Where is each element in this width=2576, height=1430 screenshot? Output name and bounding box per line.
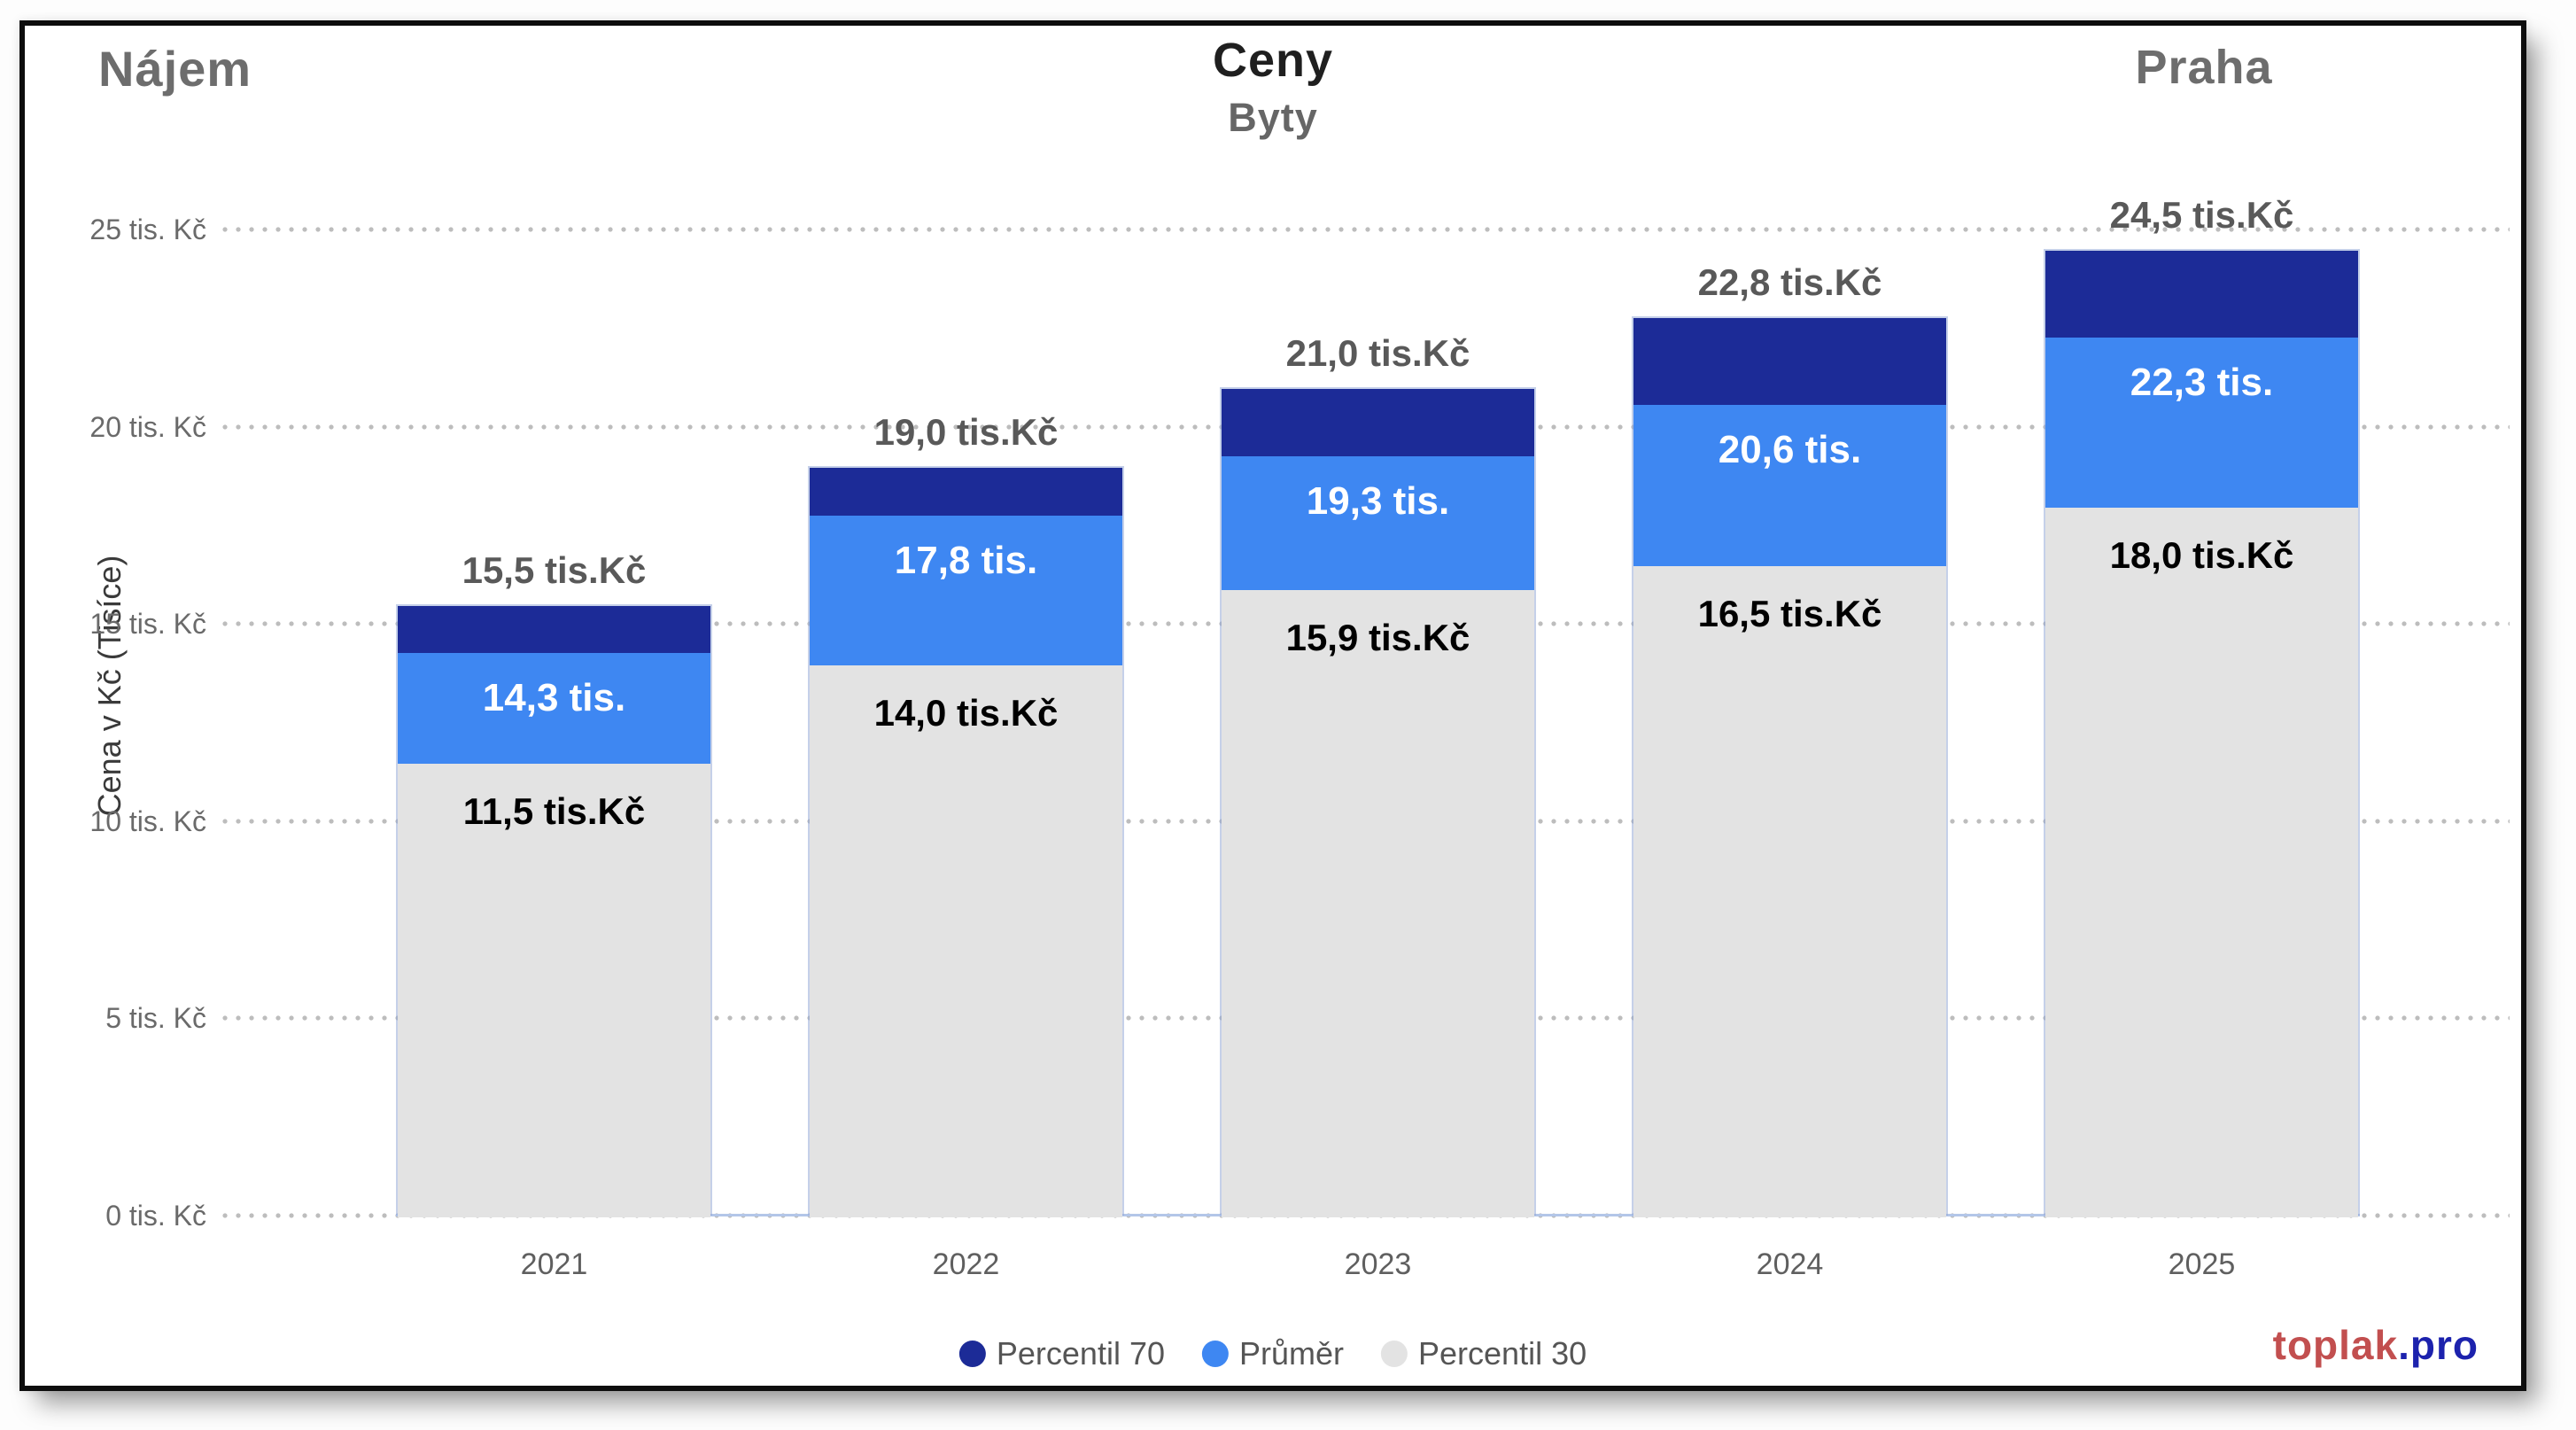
bar-2023-percentil30-segment[interactable]: 15,9 tis.Kč — [1222, 590, 1534, 1217]
bar-2025[interactable]: 22,3 tis. 18,0 tis.Kč — [2044, 249, 2360, 1217]
bar-2021-prumer-segment[interactable]: 14,3 tis. — [398, 653, 710, 765]
bar-2025-percentil30-segment[interactable]: 18,0 tis.Kč — [2045, 507, 2358, 1217]
total-value-label: 19,0 tis.Kč — [873, 411, 1059, 454]
percentil30-value-label: 15,9 tis.Kč — [1285, 617, 1470, 659]
percentil30-value-label: 16,5 tis.Kč — [1697, 593, 1882, 635]
bar-2023[interactable]: 19,3 tis. 15,9 tis.Kč — [1220, 387, 1536, 1217]
x-tick-label-2025: 2025 — [2168, 1247, 2236, 1281]
prumer-value-label: 19,3 tis. — [1306, 478, 1450, 523]
bar-2024-percentil70-segment[interactable] — [1633, 317, 1946, 405]
brand-name: toplak — [2272, 1322, 2399, 1368]
bar-2021-percentil30-segment[interactable]: 11,5 tis.Kč — [398, 764, 710, 1217]
bar-2025-percentil70-segment[interactable] — [2045, 251, 2358, 338]
chart-subtitle: Byty — [1228, 95, 1318, 140]
bar-2021[interactable]: 14,3 tis. 11,5 tis.Kč — [396, 603, 712, 1217]
chart-title-left: Nájem — [98, 41, 252, 97]
x-tick-label-2022: 2022 — [932, 1247, 1000, 1281]
chart-title-right: Praha — [2135, 41, 2273, 94]
prumer-value-label: 14,3 tis. — [482, 676, 626, 720]
bar-2024-percentil30-segment[interactable]: 16,5 tis.Kč — [1633, 566, 1946, 1217]
bar-2022[interactable]: 17,8 tis. 14,0 tis.Kč — [808, 466, 1124, 1217]
legend-label: Percentil 30 — [1418, 1335, 1587, 1372]
legend-item-percentil-30[interactable]: Percentil 30 — [1381, 1335, 1587, 1372]
bar-2024-prumer-segment[interactable]: 20,6 tis. — [1633, 404, 1946, 567]
x-tick-label-2023: 2023 — [1344, 1247, 1412, 1281]
y-tick-label: 25 tis. Kč — [89, 214, 206, 245]
legend: Percentil 70 Průměr Percentil 30 — [958, 1335, 1587, 1372]
legend-dot-prumer-icon — [1201, 1341, 1229, 1367]
chart-title: Ceny — [1212, 34, 1334, 87]
total-value-label: 15,5 tis.Kč — [462, 548, 647, 591]
chart-frame: Nájem Ceny Byty Praha Cena v Kč (Tisíce)… — [19, 20, 2526, 1391]
brand-tld: .pro — [2398, 1322, 2479, 1368]
percentil30-value-label: 14,0 tis.Kč — [873, 691, 1059, 734]
x-tick-label-2024: 2024 — [1756, 1247, 1824, 1281]
bar-2022-prumer-segment[interactable]: 17,8 tis. — [810, 515, 1122, 665]
legend-dot-percentil-70-icon — [958, 1341, 986, 1367]
y-tick-label: 20 tis. Kč — [89, 410, 206, 443]
y-tick-label: 10 tis. Kč — [89, 804, 206, 837]
y-tick-label: 15 tis. Kč — [89, 608, 206, 641]
bar-2024[interactable]: 20,6 tis. 16,5 tis.Kč — [1632, 315, 1948, 1217]
y-tick-label: 0 tis. Kč — [105, 1200, 206, 1232]
bar-2022-percentil30-segment[interactable]: 14,0 tis.Kč — [810, 664, 1122, 1217]
percentil30-value-label: 11,5 tis.Kč — [462, 790, 646, 833]
bar-2023-percentil70-segment[interactable] — [1222, 389, 1534, 456]
brand-logo[interactable]: toplak.pro — [2273, 1321, 2479, 1369]
y-tick-label: 5 tis. Kč — [105, 1002, 206, 1035]
bar-2021-percentil70-segment[interactable] — [398, 605, 710, 654]
legend-dot-percentil-30-icon — [1381, 1341, 1408, 1367]
bar-2025-prumer-segment[interactable]: 22,3 tis. — [2045, 338, 2358, 508]
x-tick-label-2021: 2021 — [520, 1247, 588, 1281]
plot-area: 14,3 tis. 11,5 tis.Kč 15,5 tis.Kč 2021 17,8 … — [222, 194, 2510, 1281]
prumer-value-label: 17,8 tis. — [894, 538, 1038, 582]
legend-item-percentil-70[interactable]: Percentil 70 — [958, 1335, 1165, 1372]
legend-item-prumer[interactable]: Průměr — [1201, 1335, 1345, 1372]
total-value-label: 24,5 tis.Kč — [2109, 194, 2294, 237]
bar-2023-prumer-segment[interactable]: 19,3 tis. — [1222, 455, 1534, 591]
chart-title-center: Ceny Byty — [1213, 33, 1333, 141]
legend-label: Percentil 70 — [996, 1335, 1165, 1372]
total-value-label: 22,8 tis.Kč — [1697, 260, 1882, 303]
prumer-value-label: 20,6 tis. — [1718, 427, 1862, 471]
percentil30-value-label: 18,0 tis.Kč — [2109, 533, 2294, 576]
y-axis-tick-labels: 0 tis. Kč 5 tis. Kč 10 tis. Kč 15 tis. Kč 20… — [43, 214, 206, 1232]
gridline-25 — [222, 227, 2510, 232]
total-value-label: 21,0 tis.Kč — [1285, 332, 1470, 375]
legend-label: Průměr — [1238, 1335, 1345, 1372]
bar-2022-percentil70-segment[interactable] — [810, 468, 1122, 516]
prumer-value-label: 22,3 tis. — [2130, 361, 2274, 405]
